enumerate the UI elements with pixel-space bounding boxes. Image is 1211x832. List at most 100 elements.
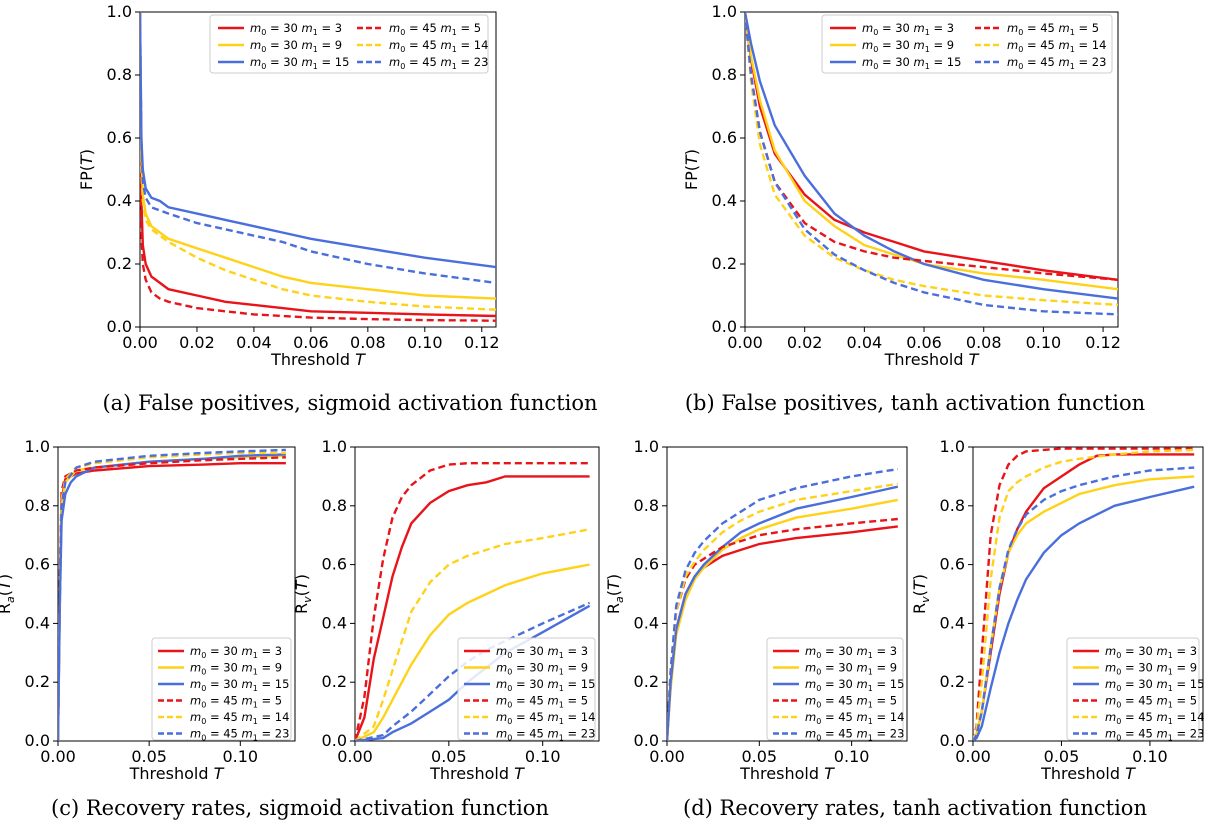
- y-tick-label: 1.0: [107, 2, 132, 21]
- plot-frame: [666, 446, 908, 742]
- panel-d2: 0.0 0.2 0.4 0.6 0.8 1.0 0.00 0.05 0.10Threshold …: [910, 437, 1204, 783]
- panel-d1: 0.0 0.2 0.4 0.6 0.8 1.0 0.00 0.05 0.10Threshold …: [604, 437, 908, 783]
- series-line-1: [355, 475, 590, 741]
- panel-caption: (b) False positives, tanh activation fun…: [685, 391, 1145, 415]
- legend-entry: m0 = 45 m1 = 23: [1105, 727, 1204, 743]
- legend-entry: m0 = 30 m1 = 15: [805, 677, 904, 693]
- x-tick-label: 0.06: [906, 333, 942, 352]
- legend-entry: m0 = 30 m1 = 15: [190, 677, 289, 693]
- y-tick-label: 0.2: [322, 672, 347, 691]
- y-tick-label: 0.0: [107, 317, 132, 336]
- x-tick-label: 0.12: [1085, 333, 1121, 352]
- x-tick-label: 0.05: [1044, 747, 1080, 766]
- legend-entry: m0 = 45 m1 = 5: [496, 694, 588, 710]
- series-line-1: [140, 12, 496, 318]
- series-line-3: [140, 12, 496, 269]
- legend: m0 = 30 m1 = 3m0 = 30 m1 = 9m0 = 30 m1 =…: [821, 14, 1113, 74]
- panel-c2: 0.0 0.2 0.4 0.6 0.8 1.0 0.00 0.05 0.10Threshold …: [292, 437, 600, 783]
- legend-box: [766, 637, 904, 741]
- panel-b: 0.0 0.2 0.4 0.6 0.8 1.0 0.00 0.02 0.04 0.06 0.08 0.…: [682, 2, 1121, 369]
- y-tick-label: 0.2: [107, 254, 132, 273]
- series-line-6: [973, 466, 1195, 741]
- x-axis-label: Threshold T: [739, 764, 835, 783]
- y-tick-label: 0.8: [712, 65, 737, 84]
- y-axis-label: Ra(T): [0, 574, 17, 614]
- legend-entry: m0 = 30 m1 = 3: [190, 644, 282, 660]
- legend-entry: m0 = 45 m1 = 23: [805, 727, 904, 743]
- x-tick-label: 0.05: [741, 747, 777, 766]
- y-axis-label: Ra(T): [604, 574, 626, 614]
- y-tick-label: 0.2: [25, 672, 50, 691]
- legend-box: [151, 637, 292, 741]
- x-tick-label: 0.10: [222, 747, 258, 766]
- y-tick-label: 0.8: [940, 496, 965, 515]
- y-tick-label: 0.0: [940, 731, 965, 750]
- x-tick-label: 0.10: [1132, 747, 1168, 766]
- y-tick-label: 0.0: [712, 317, 737, 336]
- legend-entry: m0 = 45 m1 = 5: [190, 694, 282, 710]
- series-line-2: [355, 563, 590, 741]
- legend-entry: m0 = 45 m1 = 5: [805, 694, 897, 710]
- series-line-3: [973, 485, 1195, 741]
- y-tick-label: 0.4: [940, 613, 965, 632]
- legend-box: [1066, 637, 1200, 741]
- y-tick-label: 0.8: [25, 496, 50, 515]
- legend-entry: m0 = 30 m1 = 9: [496, 661, 588, 677]
- legend-entry: m0 = 30 m1 = 15: [1105, 677, 1204, 693]
- x-axis-label: Threshold T: [1040, 764, 1136, 783]
- x-tick-label: 0.00: [122, 333, 158, 352]
- legend: m0 = 30 m1 = 3m0 = 30 m1 = 9m0 = 30 m1 =…: [151, 637, 292, 743]
- y-axis-label: Rv(T): [292, 574, 314, 614]
- x-tick-label: 0.10: [525, 747, 561, 766]
- x-axis-label: Threshold T: [884, 350, 980, 369]
- y-tick-label: 0.0: [322, 731, 347, 750]
- y-tick-label: 1.0: [634, 437, 659, 456]
- panel-caption: (d) Recovery rates, tanh activation func…: [683, 796, 1147, 820]
- x-tick-label: 0.05: [431, 747, 467, 766]
- y-tick-label: 0.8: [322, 496, 347, 515]
- legend-entry: m0 = 30 m1 = 15: [862, 55, 961, 71]
- series-line-4: [140, 12, 496, 322]
- panel-caption: (a) False positives, sigmoid activation …: [102, 391, 597, 415]
- series-line-4: [58, 456, 286, 741]
- x-tick-label: 0.08: [350, 333, 386, 352]
- y-tick-label: 0.2: [940, 672, 965, 691]
- legend-entry: m0 = 45 m1 = 14: [190, 710, 289, 726]
- series-line-6: [667, 467, 898, 741]
- y-tick-label: 0.2: [712, 254, 737, 273]
- legend-box: [209, 14, 489, 74]
- y-tick-label: 0.6: [107, 128, 132, 147]
- y-tick-label: 0.4: [322, 613, 347, 632]
- legend: m0 = 30 m1 = 3m0 = 30 m1 = 9m0 = 30 m1 =…: [209, 14, 489, 74]
- legend: m0 = 30 m1 = 3m0 = 30 m1 = 9m0 = 30 m1 =…: [457, 637, 596, 743]
- series-line-5: [973, 448, 1195, 741]
- y-tick-label: 0.6: [712, 128, 737, 147]
- series-line-3: [667, 485, 899, 741]
- y-tick-label: 0.8: [634, 496, 659, 515]
- x-tick-label: 0.00: [955, 747, 991, 766]
- legend-box: [821, 14, 1113, 74]
- legend-entry: m0 = 30 m1 = 3: [496, 644, 588, 660]
- legend-entry: m0 = 30 m1 = 9: [1105, 661, 1197, 677]
- legend-entry: m0 = 30 m1 = 3: [805, 644, 897, 660]
- x-tick-label: 0.08: [966, 333, 1002, 352]
- legend-entry: m0 = 30 m1 = 9: [190, 661, 282, 677]
- x-axis-label: Threshold T: [429, 764, 525, 783]
- series-line-2: [745, 12, 1118, 291]
- series-line-4: [355, 462, 590, 741]
- x-tick-label: 0.00: [649, 747, 685, 766]
- legend-entry: m0 = 45 m1 = 5: [1007, 21, 1099, 37]
- x-tick-label: 0.00: [337, 747, 373, 766]
- plot-frame: [57, 446, 296, 742]
- x-tick-label: 0.04: [847, 333, 883, 352]
- y-tick-label: 0.6: [25, 555, 50, 574]
- panel-a: 0.0 0.2 0.4 0.6 0.8 1.0 0.00 0.02 0.04 0.06 0.08 0.…: [77, 2, 500, 369]
- y-tick-label: 1.0: [712, 2, 737, 21]
- legend-entry: m0 = 45 m1 = 14: [496, 710, 595, 726]
- y-axis-label: FP(T): [682, 149, 701, 190]
- series-line-6: [745, 12, 1118, 316]
- legend-entry: m0 = 45 m1 = 14: [1105, 710, 1204, 726]
- x-tick-label: 0.00: [40, 747, 76, 766]
- legend: m0 = 30 m1 = 3m0 = 30 m1 = 9m0 = 30 m1 =…: [766, 637, 904, 743]
- panel-c1: 0.0 0.2 0.4 0.6 0.8 1.0 0.00 0.05 0.10Threshold …: [0, 437, 296, 783]
